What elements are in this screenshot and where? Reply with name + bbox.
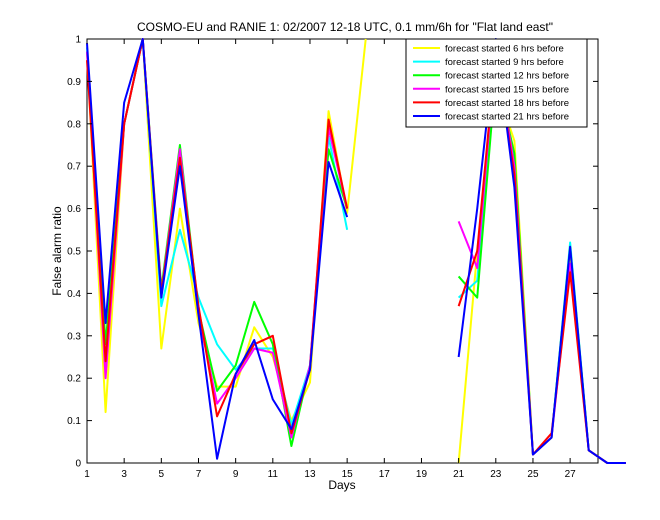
y-axis-label: False alarm ratio: [50, 206, 64, 296]
x-tick-label: 19: [416, 469, 428, 480]
x-tick-label: 15: [342, 469, 354, 480]
x-tick-label: 11: [268, 469, 279, 480]
y-tick-label: 0.4: [67, 289, 81, 300]
legend-label-5: forecast started 18 hrs before: [445, 98, 569, 109]
x-tick-label: 3: [121, 469, 127, 480]
axis-layer: 1 3 5 7 9 11 13 15 17 19 21 23 25 2700.10.20.30.40.50…: [67, 35, 598, 480]
y-tick-label: 0.1: [67, 416, 81, 427]
y-tick-label: 0.7: [67, 162, 81, 173]
y-tick-label: 0.6: [67, 204, 81, 215]
x-axis-label: Days: [328, 478, 355, 492]
legend-label-1: forecast started 6 hrs before: [445, 44, 564, 55]
x-tick-label: 9: [233, 469, 239, 480]
legend-label-2: forecast started 9 hrs before: [445, 57, 564, 68]
y-tick-label: 0.5: [67, 247, 81, 258]
legend-label-3: forecast started 12 hrs before: [445, 71, 569, 82]
series-layer: [86, 38, 626, 464]
x-tick-label: 5: [159, 469, 165, 480]
x-tick-label: 27: [565, 469, 577, 480]
x-tick-label: 7: [196, 469, 202, 480]
y-tick-label: 1: [75, 35, 81, 46]
x-tick-label: 25: [527, 469, 539, 480]
y-tick-label: 0.2: [67, 374, 81, 385]
y-tick-label: 0.3: [67, 331, 81, 342]
y-tick-label: 0.8: [67, 119, 81, 130]
legend: forecast started 6 hrs before forecast st…: [405, 38, 588, 128]
x-tick-label: 13: [304, 469, 316, 480]
x-tick-label: 23: [490, 469, 502, 480]
chart-title: COSMO-EU and RANIE 1: 02/2007 12-18 UTC,…: [137, 20, 553, 34]
y-tick-label: 0.9: [67, 77, 81, 88]
x-tick-label: 1: [84, 469, 90, 480]
legend-label-4: forecast started 15 hrs before: [445, 84, 569, 95]
legend-label-6: forecast started 21 hrs before: [445, 112, 569, 123]
x-tick-label: 17: [379, 469, 391, 480]
legend-box: [405, 38, 588, 128]
y-tick-label: 0: [75, 459, 81, 470]
x-tick-label: 21: [453, 469, 465, 480]
